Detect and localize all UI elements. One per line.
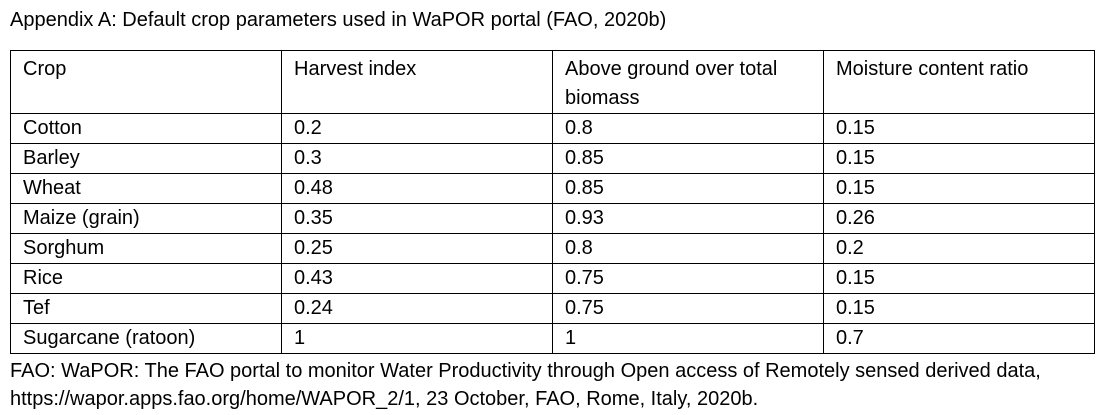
cell-harvest-index: 0.25 — [281, 233, 553, 264]
table-row: Wheat 0.48 0.85 0.15 — [10, 173, 1095, 204]
cell-moisture-content: 0.15 — [823, 113, 1095, 144]
cell-moisture-content: 0.15 — [823, 293, 1095, 324]
cell-harvest-index: 0.35 — [281, 203, 553, 234]
cell-above-ground-ratio: 0.8 — [552, 233, 824, 264]
source-line-1: FAO: WaPOR: The FAO portal to monitor Wa… — [10, 360, 1041, 382]
header-moisture-content: Moisture content ratio — [823, 50, 1095, 114]
table-row: Tef 0.24 0.75 0.15 — [10, 293, 1095, 324]
cell-above-ground-ratio: 0.85 — [552, 173, 824, 204]
source-citation: FAO: WaPOR: The FAO portal to monitor Wa… — [10, 357, 1100, 413]
cell-above-ground-ratio: 0.85 — [552, 143, 824, 174]
header-crop: Crop — [10, 50, 282, 114]
cell-harvest-index: 0.43 — [281, 263, 553, 294]
table-row: Cotton 0.2 0.8 0.15 — [10, 113, 1095, 144]
table-row: Barley 0.3 0.85 0.15 — [10, 143, 1095, 174]
cell-above-ground-ratio: 0.75 — [552, 293, 824, 324]
cell-moisture-content: 0.2 — [823, 233, 1095, 264]
cell-above-ground-ratio: 0.93 — [552, 203, 824, 234]
cell-crop: Wheat — [10, 173, 282, 204]
header-above-ground-ratio: Above ground over total biomass — [552, 50, 824, 114]
cell-moisture-content: 0.15 — [823, 173, 1095, 204]
cell-harvest-index: 0.48 — [281, 173, 553, 204]
table-row: Sugarcane (ratoon) 1 1 0.7 — [10, 323, 1095, 354]
cell-above-ground-ratio: 1 — [552, 323, 824, 354]
cell-harvest-index: 0.3 — [281, 143, 553, 174]
cell-crop: Rice — [10, 263, 282, 294]
cell-harvest-index: 1 — [281, 323, 553, 354]
table-header-row: Crop Harvest index Above ground over tot… — [10, 50, 1095, 114]
table-row: Rice 0.43 0.75 0.15 — [10, 263, 1095, 294]
cell-crop: Cotton — [10, 113, 282, 144]
cell-moisture-content: 0.15 — [823, 263, 1095, 294]
cell-above-ground-ratio: 0.8 — [552, 113, 824, 144]
cell-crop: Barley — [10, 143, 282, 174]
cell-harvest-index: 0.24 — [281, 293, 553, 324]
cell-crop: Tef — [10, 293, 282, 324]
cell-moisture-content: 0.15 — [823, 143, 1095, 174]
cell-moisture-content: 0.7 — [823, 323, 1095, 354]
cell-crop: Sorghum — [10, 233, 282, 264]
table-row: Maize (grain) 0.35 0.93 0.26 — [10, 203, 1095, 234]
cell-above-ground-ratio: 0.75 — [552, 263, 824, 294]
cell-moisture-content: 0.26 — [823, 203, 1095, 234]
header-harvest-index: Harvest index — [281, 50, 553, 114]
source-line-2: https://wapor.apps.fao.org/home/WAPOR_2/… — [10, 388, 759, 410]
cell-crop: Maize (grain) — [10, 203, 282, 234]
cell-crop: Sugarcane (ratoon) — [10, 323, 282, 354]
appendix-title: Appendix A: Default crop parameters used… — [10, 9, 667, 31]
crop-parameters-table: Crop Harvest index Above ground over tot… — [10, 50, 1095, 354]
cell-harvest-index: 0.2 — [281, 113, 553, 144]
table-row: Sorghum 0.25 0.8 0.2 — [10, 233, 1095, 264]
